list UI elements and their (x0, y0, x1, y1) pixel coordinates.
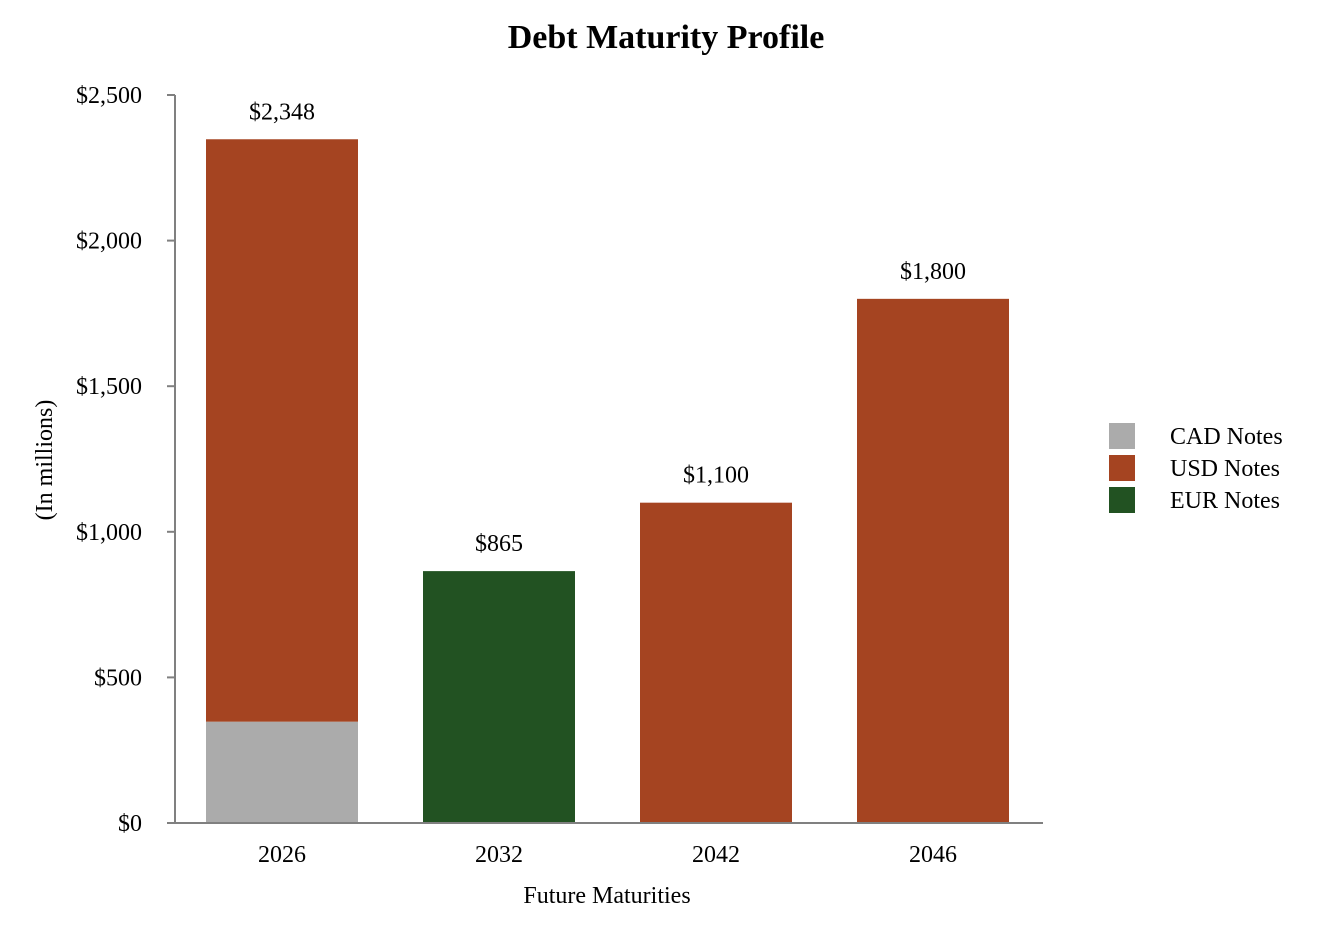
x-axis: 2026 2032 2042 2046 (175, 822, 1043, 868)
bar-2032-eur-notes (423, 571, 575, 823)
bar-total-label: $1,100 (683, 463, 749, 489)
x-tick-label: 2032 (475, 842, 523, 868)
y-tick-label: $2,500 (76, 83, 142, 109)
y-tick-label: $500 (94, 665, 142, 691)
legend-label: EUR Notes (1170, 488, 1280, 514)
x-tick-label: 2042 (692, 842, 740, 868)
y-tick-label: $1,000 (76, 520, 142, 546)
bar-2026-cad-notes (206, 721, 358, 823)
y-tick-label: $2,000 (76, 229, 142, 255)
bars (206, 139, 1009, 824)
y-axis: $0 $500 $1,000 $1,500 $2,000 $2,500 (76, 83, 176, 837)
data-labels: $2,348 $865 $1,100 $1,800 (249, 99, 966, 557)
legend-swatch (1109, 423, 1135, 449)
bar-total-label: $2,348 (249, 99, 315, 125)
legend-swatch (1109, 487, 1135, 513)
y-axis-title: (In millions) (32, 400, 58, 521)
x-tick-label: 2026 (258, 842, 306, 868)
legend-label: CAD Notes (1170, 424, 1283, 450)
legend-swatch (1109, 455, 1135, 481)
y-tick-label: $0 (118, 811, 142, 837)
bar-2042-usd-notes (640, 502, 792, 823)
legend-label: USD Notes (1170, 456, 1280, 482)
legend: CAD Notes USD Notes EUR Notes (1109, 423, 1283, 514)
y-tick-label: $1,500 (76, 374, 142, 400)
bar-2046-usd-notes (857, 298, 1009, 824)
bar-2026-usd-notes (206, 139, 358, 722)
chart-title: Debt Maturity Profile (508, 19, 825, 56)
x-tick-label: 2046 (909, 842, 957, 868)
bar-total-label: $1,800 (900, 259, 966, 285)
bar-total-label: $865 (475, 531, 523, 557)
x-axis-title: Future Maturities (523, 883, 690, 909)
